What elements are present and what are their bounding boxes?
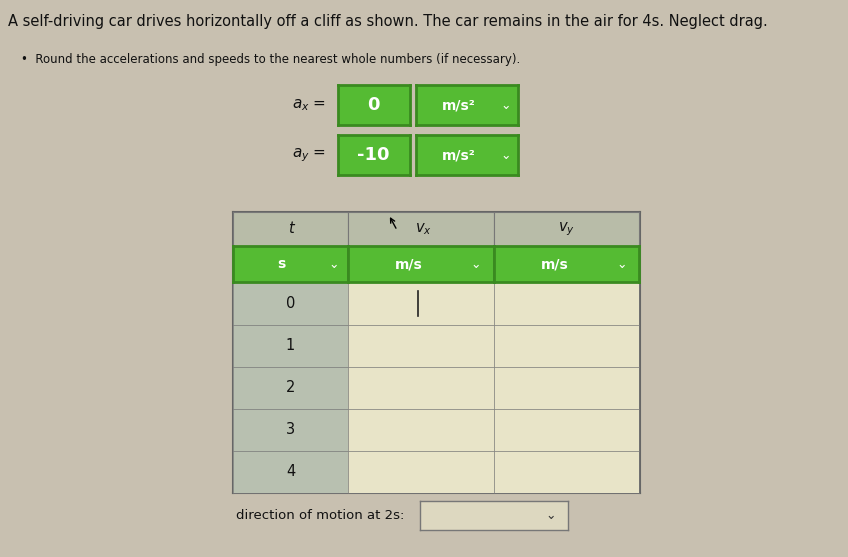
Text: $v_y$: $v_y$ <box>558 220 575 238</box>
Text: 4: 4 <box>286 465 295 480</box>
Text: m/s²: m/s² <box>443 98 476 113</box>
Text: $v_x$: $v_x$ <box>416 221 432 237</box>
Text: m/s²: m/s² <box>443 148 476 163</box>
Text: 2: 2 <box>286 380 295 395</box>
Text: t: t <box>287 222 293 236</box>
Text: 0: 0 <box>286 296 295 311</box>
Text: ⌄: ⌄ <box>329 258 339 271</box>
Text: ⌄: ⌄ <box>500 99 511 112</box>
Text: 0: 0 <box>367 96 380 114</box>
Text: -10: -10 <box>357 146 390 164</box>
Text: ⌄: ⌄ <box>500 149 511 162</box>
Text: $a_x$ =: $a_x$ = <box>293 97 326 113</box>
Text: $a_y$ =: $a_y$ = <box>293 146 326 164</box>
Text: ⌄: ⌄ <box>471 258 482 271</box>
Text: A self-driving car drives horizontally off a cliff as shown. The car remains in : A self-driving car drives horizontally o… <box>8 14 768 29</box>
Text: m/s: m/s <box>541 257 569 271</box>
Text: ⌄: ⌄ <box>545 509 555 522</box>
Text: s: s <box>277 257 286 271</box>
Text: 3: 3 <box>286 422 295 437</box>
Text: 1: 1 <box>286 338 295 353</box>
Text: ⌄: ⌄ <box>616 258 628 271</box>
Text: direction of motion at 2s:: direction of motion at 2s: <box>236 509 404 522</box>
Text: m/s: m/s <box>395 257 423 271</box>
Text: •  Round the accelerations and speeds to the nearest whole numbers (if necessary: • Round the accelerations and speeds to … <box>21 53 521 66</box>
